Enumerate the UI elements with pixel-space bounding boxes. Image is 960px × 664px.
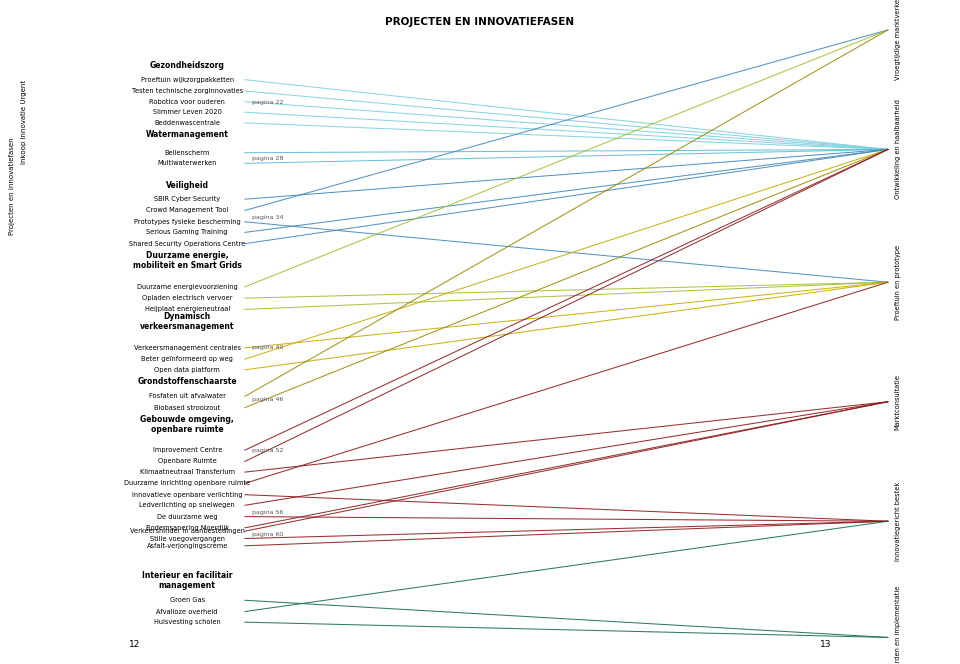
Text: Duurzame energie,: Duurzame energie,: [146, 251, 228, 260]
Text: Vroegtijdige marktverkenning: Vroegtijdige marktverkenning: [895, 0, 900, 80]
Text: verkeersmanagement: verkeersmanagement: [140, 321, 234, 331]
Text: SBIR Cyber Security: SBIR Cyber Security: [155, 196, 220, 203]
Text: Duurzame energievoorziening: Duurzame energievoorziening: [137, 284, 237, 290]
Text: Proeftuin en prototype: Proeftuin en prototype: [895, 244, 900, 320]
Text: pagina 34: pagina 34: [252, 215, 284, 220]
Text: Duurzame inrichting openbare ruimte: Duurzame inrichting openbare ruimte: [124, 480, 251, 487]
Text: pagina 22: pagina 22: [252, 100, 284, 106]
Text: pagina 60: pagina 60: [252, 532, 284, 537]
Text: Multiwaterwerken: Multiwaterwerken: [157, 160, 217, 167]
Text: Projecten en innovatiefasen: Projecten en innovatiefasen: [9, 137, 14, 235]
Text: Heijplaat energieneutraal: Heijplaat energieneutraal: [145, 306, 229, 313]
Text: pagina 40: pagina 40: [252, 345, 284, 351]
Text: Verkeershinder in aanbestedingen: Verkeershinder in aanbestedingen: [130, 528, 245, 535]
Text: Slimmer Leven 2020: Slimmer Leven 2020: [153, 109, 222, 116]
Text: Inkoop Innovatie Urgent: Inkoop Innovatie Urgent: [21, 80, 27, 164]
Text: Crowd Management Tool: Crowd Management Tool: [146, 207, 228, 214]
Text: Standaarden en implementatie: Standaarden en implementatie: [895, 585, 900, 664]
Text: Marktconsultatie: Marktconsultatie: [895, 374, 900, 430]
Text: Biobased strooizout: Biobased strooizout: [155, 404, 220, 411]
Text: PROJECTEN EN INNOVATIEFASEN: PROJECTEN EN INNOVATIEFASEN: [385, 17, 575, 27]
Text: Veiligheid: Veiligheid: [166, 181, 208, 190]
Text: Robotica voor ouderen: Robotica voor ouderen: [149, 98, 226, 105]
Text: Ledverlichting op snelwegen: Ledverlichting op snelwegen: [139, 502, 235, 509]
Text: Watermanagement: Watermanagement: [146, 130, 228, 139]
Text: Bellenscherm: Bellenscherm: [164, 149, 210, 156]
Text: Interieur en facilitair: Interieur en facilitair: [142, 571, 232, 580]
Text: Serious Gaming Training: Serious Gaming Training: [147, 229, 228, 236]
Text: Proeftuin wijkzorgpakketten: Proeftuin wijkzorgpakketten: [140, 76, 234, 83]
Text: Beter geïnformeerd op weg: Beter geïnformeerd op weg: [141, 356, 233, 363]
Text: pagina 28: pagina 28: [252, 155, 284, 161]
Text: Klimaatneutraal Transferium: Klimaatneutraal Transferium: [140, 469, 234, 475]
Text: 13: 13: [820, 640, 831, 649]
Text: Shared Security Operations Centre: Shared Security Operations Centre: [129, 240, 246, 247]
Text: Gebouwde omgeving,: Gebouwde omgeving,: [140, 415, 234, 424]
Text: De duurzame weg: De duurzame weg: [156, 513, 218, 520]
Text: Dynamisch: Dynamisch: [163, 312, 211, 321]
Text: Asfalt-verjongingscrème: Asfalt-verjongingscrème: [147, 542, 228, 549]
Text: Testen technische zorginnovaties: Testen technische zorginnovaties: [132, 88, 243, 94]
Text: Beddenwascentrale: Beddenwascentrale: [155, 120, 220, 126]
Text: Verkeersmanagement centrales: Verkeersmanagement centrales: [133, 345, 241, 351]
Text: Innovatiegericht bestek: Innovatiegericht bestek: [895, 481, 900, 561]
Text: Huisvesting scholen: Huisvesting scholen: [154, 619, 221, 625]
Text: Fosfaten uit afvalwater: Fosfaten uit afvalwater: [149, 393, 226, 400]
Text: mobiliteit en Smart Grids: mobiliteit en Smart Grids: [132, 260, 242, 270]
Text: Afvalloze overheid: Afvalloze overheid: [156, 608, 218, 615]
Text: openbare ruimte: openbare ruimte: [151, 424, 224, 434]
Text: Grondstoffenschaarste: Grondstoffenschaarste: [137, 377, 237, 386]
Text: Improvement Centre: Improvement Centre: [153, 447, 222, 454]
Text: Prototypes fysieke bescherming: Prototypes fysieke bescherming: [133, 218, 241, 225]
Text: management: management: [158, 580, 216, 590]
Text: Innovatieve openbare verlichting: Innovatieve openbare verlichting: [132, 491, 243, 498]
Text: 12: 12: [129, 640, 140, 649]
Text: Open data platform: Open data platform: [155, 367, 220, 373]
Text: Openbare Ruimte: Openbare Ruimte: [157, 458, 217, 465]
Text: Ontwikkeling en haalbaarheid: Ontwikkeling en haalbaarheid: [895, 100, 900, 199]
Text: pagina 52: pagina 52: [252, 448, 284, 453]
Text: Bodemsanering Moerdijk: Bodemsanering Moerdijk: [146, 525, 228, 531]
Text: pagina 46: pagina 46: [252, 397, 284, 402]
Text: Groen Gas: Groen Gas: [170, 597, 204, 604]
Text: Opladen electrisch vervoer: Opladen electrisch vervoer: [142, 295, 232, 301]
Text: Stille voegovergangen: Stille voegovergangen: [150, 535, 225, 542]
Text: Gezondheidszorg: Gezondheidszorg: [150, 60, 225, 70]
Text: pagina 56: pagina 56: [252, 510, 284, 515]
